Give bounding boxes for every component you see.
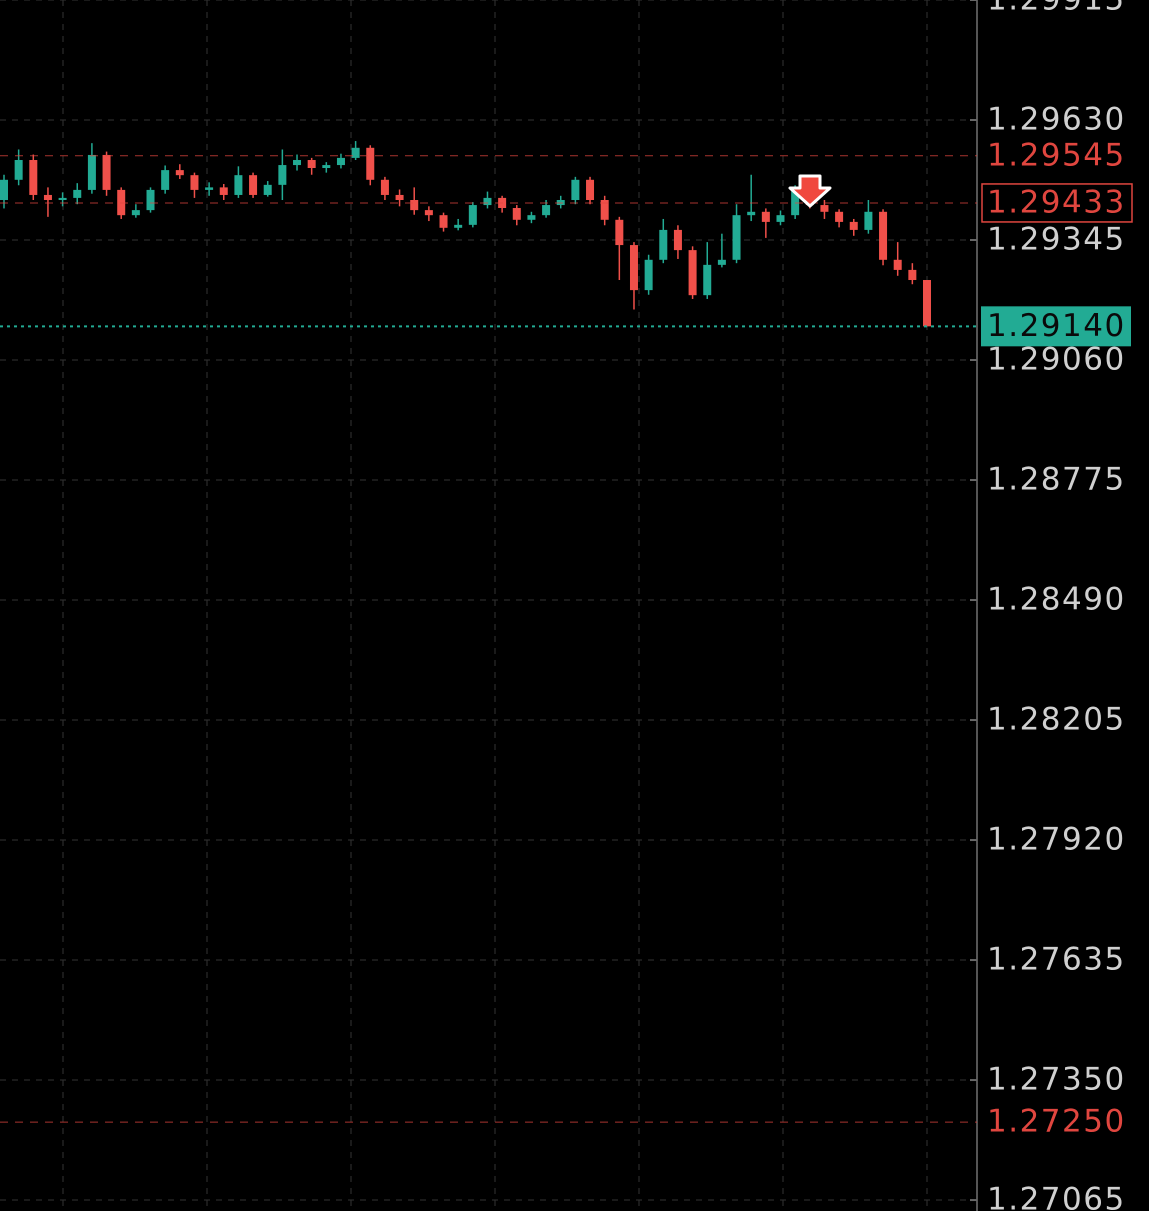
candle-body [278,165,287,185]
candle-body [234,175,243,195]
candle-body [366,147,375,180]
y-tick-label: 1.28490 [987,582,1126,618]
price-line-label: 1.29140 [987,308,1126,344]
candle-body [644,259,653,291]
candle-body [190,175,199,190]
candle-body [380,179,389,195]
y-tick-label: 1.27635 [987,942,1126,978]
y-tick-label: 1.29630 [987,102,1126,138]
y-tick-label: 1.27920 [987,822,1126,858]
candle-body [43,194,52,201]
time-grid [62,0,928,1211]
candle-body [571,179,580,201]
candle-body [512,208,521,220]
candle-body [454,224,463,228]
candle-body [776,215,785,222]
y-tick-label: 1.27065 [987,1182,1126,1211]
price-line-label: 1.29433 [987,184,1126,220]
candle-body [102,154,111,190]
candle-body [879,211,888,260]
candle-body [483,197,492,206]
candle-body [73,189,82,198]
signal-arrow [788,174,832,208]
candle-body [131,210,140,216]
candle-body [673,229,682,251]
candle-body [703,264,712,296]
candle-body [175,170,184,176]
candle-body [864,211,873,230]
candle-body [249,175,258,195]
candle-body [58,197,67,201]
candle-body [629,245,638,291]
y-tick-label: 1.29060 [987,342,1126,378]
candle-body [0,179,8,201]
candle-body [923,280,931,327]
candle-body [835,211,844,222]
price-line-label: 1.29545 [987,137,1126,173]
candle-body [336,157,345,166]
candle-body [893,259,902,270]
candle-body [395,194,404,201]
candle-body [820,205,829,212]
candle-body [322,165,331,169]
y-tick-label: 1.29345 [987,222,1126,258]
y-tick-label: 1.28775 [987,462,1126,498]
candle-body [615,219,624,246]
candle-body [14,160,23,180]
y-tick-label: 1.27350 [987,1062,1126,1098]
candle-body [293,160,302,166]
candle-body [29,160,38,195]
candle-body [717,259,726,265]
y-tick-label: 1.28205 [987,702,1126,738]
candle-body [527,215,536,220]
candle-body [424,210,433,216]
candle-body [468,205,477,225]
candle-body [600,200,609,220]
candle-body [161,170,170,190]
candle-body [688,250,697,296]
candle-body [747,211,756,216]
price-label-box [981,183,1133,223]
candle-body [263,184,272,195]
price-line-label: 1.27250 [987,1104,1126,1140]
candle-body [87,154,96,190]
candle-body [586,179,595,201]
candle-body [219,187,228,195]
candle-body [732,215,741,260]
candle-body [908,269,917,281]
candle-body [542,205,551,216]
y-tick-label: 1.29915 [987,0,1126,18]
candle-body [351,147,360,158]
candle-body [307,160,316,169]
candle-body [205,187,214,190]
price-label-box [981,306,1131,347]
candle-body [849,221,858,230]
candle-body [761,211,770,222]
candle-body [146,189,155,211]
candle-body [410,200,419,211]
candle-body [659,229,668,260]
candle-body [439,215,448,228]
